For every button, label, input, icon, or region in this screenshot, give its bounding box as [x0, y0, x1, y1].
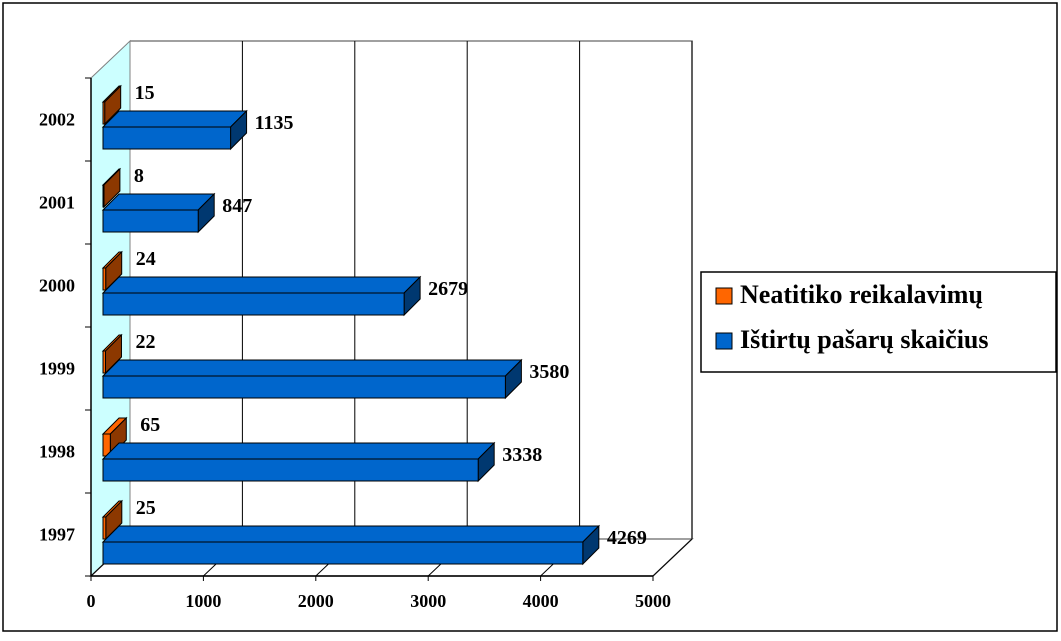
data-label-neatitiko: 65: [140, 414, 160, 436]
data-label-neatitiko: 25: [136, 497, 156, 519]
bar-istirtu-top: [101, 110, 248, 128]
bar-istirtu: [101, 109, 248, 151]
bar-neatitiko: [101, 250, 123, 292]
bar-istirtu: [101, 524, 601, 566]
bar-istirtu: [101, 441, 496, 483]
bar-istirtu-top: [101, 442, 496, 460]
category-label: 2001: [39, 193, 75, 213]
legend-label: Ištirtų pašarų skaičius: [740, 325, 989, 354]
bar-istirtu-front: [102, 209, 199, 233]
x-tick-label: 1000: [185, 591, 221, 611]
x-tick-label: 4000: [523, 591, 559, 611]
data-label-istirtu: 1135: [255, 112, 294, 134]
bar-istirtu: [101, 192, 216, 234]
bar-istirtu-front: [102, 292, 405, 316]
data-label-neatitiko: 8: [134, 165, 144, 187]
legend-swatch: [715, 332, 733, 350]
x-tick-label: 3000: [410, 591, 446, 611]
x-tick-label: 5000: [635, 591, 671, 611]
data-label-istirtu: 2679: [428, 278, 468, 300]
data-label-neatitiko: 15: [135, 82, 155, 104]
data-label-neatitiko: 24: [136, 248, 156, 270]
bar-neatitiko-front: [102, 516, 107, 540]
bar-istirtu-front: [102, 458, 479, 482]
bar-istirtu-top: [101, 525, 601, 543]
bar-neatitiko: [101, 84, 122, 126]
category-label: 2002: [39, 110, 75, 130]
category-label: 2000: [39, 276, 75, 296]
bar-istirtu-front: [102, 541, 584, 565]
category-label: 1998: [39, 442, 75, 462]
bar-neatitiko: [101, 167, 122, 209]
category-label: 1997: [39, 525, 75, 545]
legend-swatch: [715, 287, 733, 305]
bar-istirtu: [101, 358, 523, 400]
data-label-neatitiko: 22: [135, 331, 155, 353]
bar-neatitiko: [101, 333, 123, 375]
bar-neatitiko-front: [102, 101, 106, 125]
legend-box: [700, 271, 1057, 373]
bar-istirtu: [101, 275, 422, 317]
bar-istirtu-front: [102, 126, 232, 150]
bar-neatitiko: [101, 499, 124, 541]
bar-istirtu-front: [102, 375, 506, 399]
x-tick-label: 2000: [298, 591, 334, 611]
data-label-istirtu: 4269: [607, 527, 647, 549]
category-label: 1999: [39, 359, 75, 379]
bar-neatitiko-front: [102, 350, 106, 374]
data-label-istirtu: 3338: [502, 444, 542, 466]
floor-gridline: [652, 538, 693, 577]
bar-neatitiko-front: [102, 267, 107, 291]
bar-istirtu-top: [101, 359, 523, 377]
bar-istirtu-top: [101, 193, 216, 211]
data-label-istirtu: 3580: [529, 361, 569, 383]
bar-istirtu-top: [101, 276, 422, 294]
legend-label: Neatitiko reikalavimų: [740, 280, 983, 309]
data-label-istirtu: 847: [222, 195, 252, 217]
x-tick-label: 0: [87, 591, 96, 611]
bar-neatitiko-front: [102, 184, 105, 208]
